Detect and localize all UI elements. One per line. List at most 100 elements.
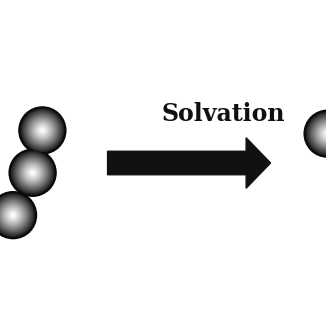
Circle shape <box>13 153 52 192</box>
Circle shape <box>14 155 51 191</box>
Circle shape <box>41 129 44 132</box>
Circle shape <box>323 129 326 139</box>
Circle shape <box>24 164 41 182</box>
Circle shape <box>314 120 326 148</box>
Circle shape <box>27 167 38 179</box>
Circle shape <box>29 170 36 176</box>
Circle shape <box>6 208 20 222</box>
Circle shape <box>12 152 53 194</box>
Circle shape <box>11 214 15 217</box>
Circle shape <box>8 210 18 220</box>
Circle shape <box>24 112 60 148</box>
Circle shape <box>31 119 54 142</box>
Circle shape <box>0 199 29 231</box>
Circle shape <box>37 125 48 136</box>
Circle shape <box>307 113 326 154</box>
Circle shape <box>319 125 326 143</box>
Circle shape <box>0 201 27 229</box>
Circle shape <box>22 110 63 151</box>
Circle shape <box>32 120 53 141</box>
Circle shape <box>21 161 45 185</box>
Circle shape <box>309 115 326 153</box>
Circle shape <box>0 196 33 235</box>
Circle shape <box>324 130 326 137</box>
Circle shape <box>4 206 22 225</box>
Circle shape <box>30 170 36 176</box>
Circle shape <box>10 213 16 218</box>
Circle shape <box>23 111 62 150</box>
Circle shape <box>27 115 57 145</box>
Circle shape <box>29 117 56 144</box>
Circle shape <box>37 125 48 136</box>
Circle shape <box>36 124 49 137</box>
Circle shape <box>306 112 326 155</box>
Circle shape <box>12 214 14 216</box>
Circle shape <box>13 154 52 192</box>
Circle shape <box>0 196 32 234</box>
Circle shape <box>316 122 326 146</box>
Circle shape <box>37 126 47 135</box>
Circle shape <box>3 205 23 225</box>
Circle shape <box>3 205 23 226</box>
Circle shape <box>22 163 43 183</box>
Circle shape <box>3 205 23 225</box>
Circle shape <box>35 123 50 138</box>
Circle shape <box>34 122 51 139</box>
Circle shape <box>309 115 326 152</box>
Circle shape <box>33 121 52 140</box>
Circle shape <box>28 168 37 177</box>
Circle shape <box>35 123 50 138</box>
Circle shape <box>18 158 47 187</box>
Circle shape <box>41 129 44 132</box>
Circle shape <box>310 116 326 151</box>
Circle shape <box>5 207 22 224</box>
Circle shape <box>318 124 326 144</box>
Circle shape <box>27 168 38 178</box>
Circle shape <box>1 203 25 228</box>
Circle shape <box>5 207 21 223</box>
Circle shape <box>2 204 24 226</box>
Circle shape <box>42 130 43 131</box>
Circle shape <box>38 126 47 135</box>
Circle shape <box>315 121 326 146</box>
Circle shape <box>311 117 326 150</box>
Circle shape <box>32 120 52 141</box>
Circle shape <box>10 212 16 218</box>
Circle shape <box>31 171 34 174</box>
Circle shape <box>25 113 59 147</box>
Circle shape <box>4 206 22 224</box>
Circle shape <box>313 119 326 149</box>
Circle shape <box>23 163 42 183</box>
Circle shape <box>0 198 30 232</box>
Circle shape <box>319 126 326 142</box>
Circle shape <box>319 125 326 142</box>
Circle shape <box>322 128 326 139</box>
Circle shape <box>7 209 19 221</box>
Circle shape <box>23 111 62 150</box>
Circle shape <box>16 156 50 190</box>
Circle shape <box>28 116 57 145</box>
Circle shape <box>12 152 53 193</box>
Circle shape <box>11 213 15 217</box>
Circle shape <box>308 114 326 153</box>
Circle shape <box>26 166 39 180</box>
Circle shape <box>39 127 46 134</box>
Circle shape <box>42 130 43 131</box>
Circle shape <box>314 120 326 147</box>
Circle shape <box>0 200 29 231</box>
Circle shape <box>21 161 44 185</box>
Circle shape <box>28 116 57 145</box>
Circle shape <box>317 123 326 144</box>
FancyArrow shape <box>108 138 271 188</box>
Circle shape <box>318 124 326 143</box>
Circle shape <box>7 210 19 221</box>
Circle shape <box>30 118 55 143</box>
Circle shape <box>9 212 17 219</box>
Circle shape <box>16 156 49 189</box>
Circle shape <box>310 116 326 152</box>
Circle shape <box>321 127 326 141</box>
Circle shape <box>19 107 66 154</box>
Circle shape <box>0 197 31 233</box>
Circle shape <box>28 168 37 178</box>
Circle shape <box>40 128 45 133</box>
